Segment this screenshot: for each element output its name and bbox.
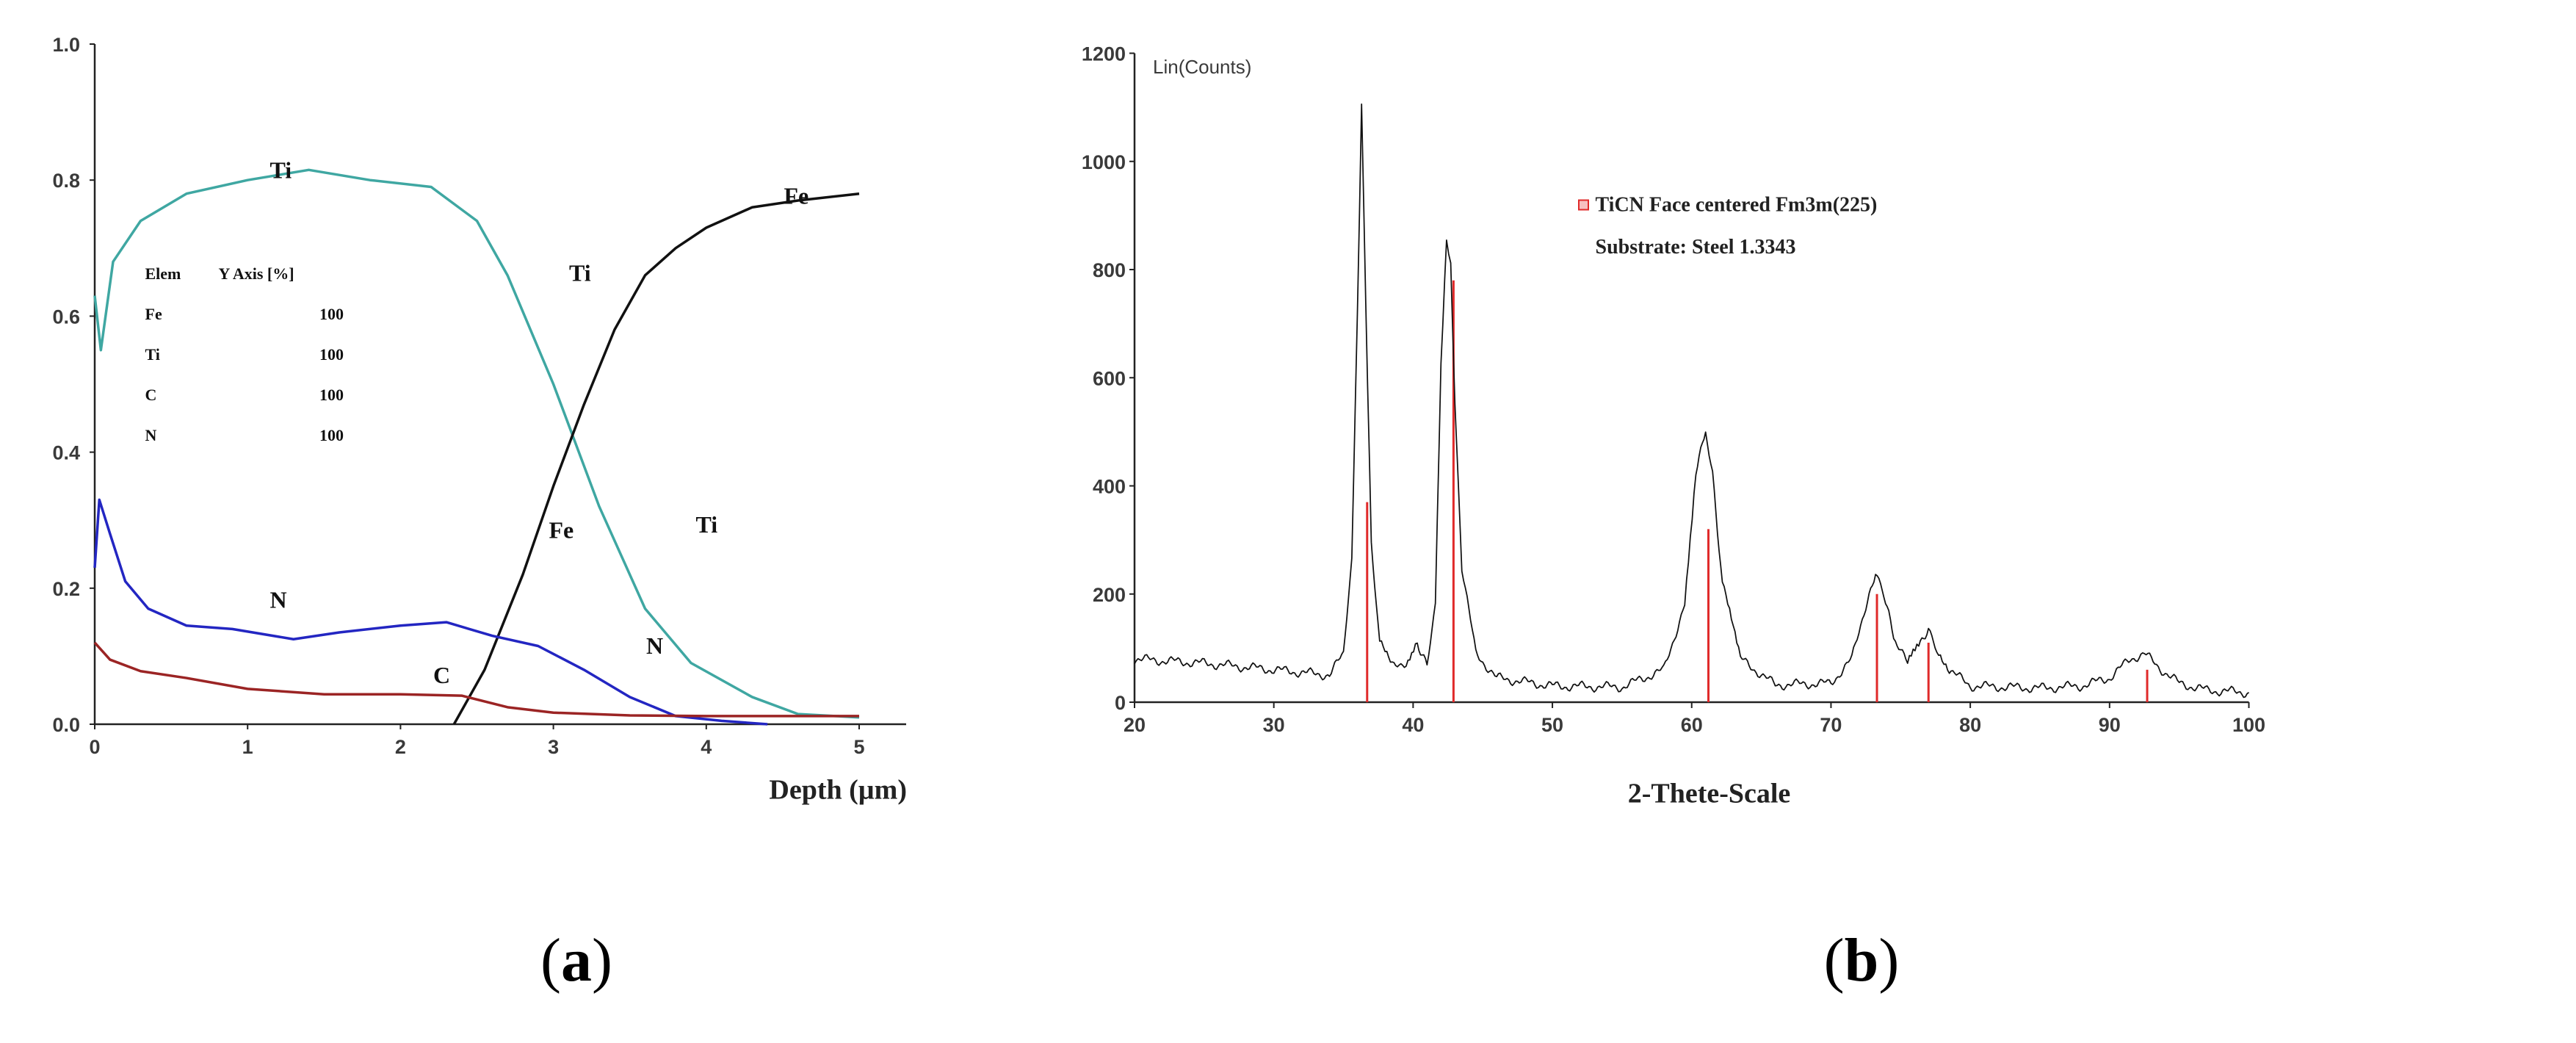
series-line-c	[93, 641, 859, 718]
panel-b-x-tick-label: 40	[1402, 714, 1424, 736]
panel-a-y-tick-label: 0.6	[52, 306, 80, 328]
panel-b: 0 200 400 600 800 1000 1200 20 30 40 50 60 70 80 90 10…	[1082, 43, 2265, 809]
fe-label-top: Fe	[784, 183, 809, 209]
panel-b-y-tick-label: 1200	[1082, 43, 1126, 65]
panel-b-x-tick-label: 30	[1263, 714, 1285, 736]
panel-a-frame	[95, 44, 906, 723]
panel-b-x-tick-label: 60	[1681, 714, 1703, 736]
series-line-ti	[93, 168, 860, 719]
panel-b-x-tick-label: 90	[2099, 714, 2121, 736]
panel-a-y-tick-label: 0.0	[52, 714, 80, 736]
table-cell: 100	[319, 305, 344, 323]
panel-b-x-tick-label: 20	[1124, 714, 1146, 736]
panel-a: 0.0 0.2 0.4 0.6 0.8 1.0 0 1 2 3 4 5 Ti Ti Ti Fe Fe…	[52, 34, 907, 806]
table-header-elem: Elem	[145, 264, 181, 283]
n-label-left: N	[270, 587, 287, 613]
panel-a-x-axis-title: Depth (µm)	[769, 775, 907, 806]
panel-b-x-tick-label: 50	[1541, 714, 1563, 736]
panel-b-y-tick-label: 200	[1093, 584, 1126, 606]
legend-ticn-label: TiCN Face centered Fm3m(225)	[1596, 194, 1878, 217]
table-cell: 100	[319, 386, 344, 404]
xrd-pattern-line	[1134, 103, 2249, 699]
panel-b-y-axis-title: Lin(Counts)	[1153, 56, 1251, 78]
table-cell: Ti	[145, 345, 160, 364]
panel-b-y-tick-label: 800	[1093, 259, 1126, 281]
ti-label-top: Ti	[270, 157, 292, 184]
panel-a-x-tick-label: 2	[395, 736, 406, 758]
panel-b-legend: TiCN Face centered Fm3m(225) Substrate: …	[1578, 194, 1878, 259]
panel-b-x-tick-label: 100	[2232, 714, 2265, 736]
ti-label-right-upper: Ti	[569, 260, 591, 286]
panel-a-x-tick-label: 0	[89, 736, 100, 758]
panel-b-x-axis-title: 2-Thete-Scale	[1628, 779, 1791, 809]
n-label-right: N	[646, 632, 663, 659]
element-table: Elem Y Axis [%] Fe 100 Ti 100 C 100 N 10…	[145, 264, 344, 444]
legend-ticn-marker	[1578, 199, 1589, 211]
panel-a-x-tick-label: 5	[853, 736, 864, 758]
panel-a-y-tick-label: 1.0	[52, 34, 80, 56]
panel-b-x-tick-label: 70	[1820, 714, 1842, 736]
panel-b-y-tick-label: 1000	[1082, 151, 1126, 173]
table-cell: N	[145, 426, 157, 444]
panel-a-x-tick-label: 3	[548, 736, 559, 758]
table-cell: C	[145, 386, 157, 404]
series-line-fe	[452, 192, 860, 725]
table-cell: 100	[319, 345, 344, 364]
table-header-yaxis: Y Axis [%]	[219, 264, 294, 283]
panel-a-y-tick-label: 0.8	[52, 170, 80, 192]
table-cell: 100	[319, 426, 344, 444]
legend-substrate-label: Substrate: Steel 1.3343	[1596, 236, 1796, 259]
panel-a-y-tick-label: 0.4	[52, 442, 80, 464]
panel-a-y-tick-label: 0.2	[52, 578, 80, 600]
panel-b-x-tick-label: 80	[1959, 714, 1981, 736]
panel-a-x-tick-label: 1	[242, 736, 253, 758]
fe-label-mid: Fe	[549, 517, 574, 544]
panel-b-y-tick-label: 600	[1093, 367, 1126, 389]
panel-a-x-tick-label: 4	[701, 736, 712, 758]
series-line-n	[93, 498, 768, 726]
panel-b-y-tick-label: 400	[1093, 476, 1126, 498]
table-cell: Fe	[145, 305, 162, 323]
panel-b-y-tick-label: 0	[1115, 692, 1126, 714]
ti-label-right-lower: Ti	[696, 511, 718, 538]
c-label: C	[433, 662, 450, 688]
